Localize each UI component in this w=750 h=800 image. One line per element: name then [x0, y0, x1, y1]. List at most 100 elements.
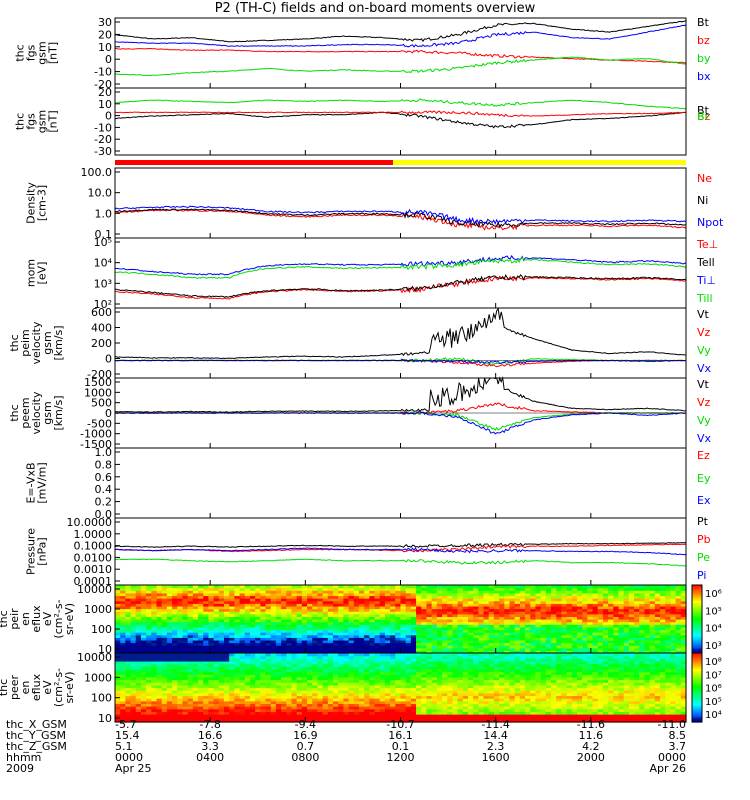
ephemeris-value: -5.7 [115, 718, 136, 731]
legend-entry: Vt [697, 378, 710, 391]
legend-entry: Vy [697, 414, 711, 427]
series-line-Te⊥ [114, 275, 687, 300]
ephemeris-value: -11.4 [481, 718, 509, 731]
series-line-Bt [114, 111, 687, 129]
ephemeris-row-label: 2009 [6, 762, 34, 775]
ephemeris-value: 14.4 [483, 729, 508, 742]
legend-entry: Vx [697, 362, 712, 375]
ephemeris-value: 1200 [387, 751, 415, 764]
legend-entry: Vz [697, 396, 711, 409]
series-line-Ni [114, 208, 687, 229]
ephemeris-value: 2.3 [487, 740, 505, 753]
legend-entry: Ey [697, 472, 711, 485]
series-line-Vt [114, 376, 687, 413]
y-tick-label: -10 [94, 121, 112, 134]
y-tick-label: 600 [91, 306, 112, 319]
legend-entry: Till [696, 292, 713, 305]
y-tick-label: 100.0 [81, 166, 113, 179]
y-tick-label: -30 [94, 145, 112, 158]
legend-entry: Pt [697, 515, 709, 528]
ephemeris-value: 0.1 [392, 740, 410, 753]
legend-entry: Ne [697, 172, 712, 185]
y-tick-label: 1000 [84, 671, 112, 684]
y-tick-label: 0.8 [95, 458, 113, 471]
series-line-Bz [115, 110, 687, 118]
y-tick-label: 500 [91, 397, 112, 410]
ephemeris-value: Apr 25 [115, 762, 152, 775]
legend-entry: Bt [697, 104, 710, 117]
y-tick-label: -1500 [80, 438, 112, 451]
y-tick-label: 0.2 [95, 496, 113, 509]
legend-entry: Vz [697, 326, 711, 339]
series-line-Bt [114, 20, 687, 43]
spectrogram [115, 653, 687, 723]
panel-5: Vt Vz Vy Vx 600 400 200 0 -200 thcpeimvelocitygsm… [8, 306, 712, 381]
panel-frame [114, 447, 687, 519]
legend-entry: Vy [697, 344, 711, 357]
plot-title: P2 (TH-C) fields and on-board moments ov… [214, 1, 536, 16]
ephemeris-value: 3.3 [201, 740, 219, 753]
ephemeris-value: 0400 [196, 751, 224, 764]
legend-entry: Ti⊥ [696, 274, 716, 287]
legend-entry: Ex [697, 494, 711, 507]
y-tick-label: 10⁴ [94, 257, 113, 270]
colorbar-tick-label: 10⁷ [705, 670, 722, 681]
colorbar-tick-label: 10⁴ [705, 710, 722, 721]
y-tick-label: 1.0 [95, 446, 113, 459]
ephemeris-value: 1600 [482, 751, 510, 764]
legend-entry: Ni [697, 194, 708, 207]
colorbar: 10⁸ 10⁷ 10⁶ 10⁵ 10⁴ [691, 652, 722, 723]
ephemeris-value: -9.4 [295, 718, 316, 731]
y-axis-label: thcpeemvelocitygsm[km/s] [8, 391, 65, 434]
ephemeris-value: 0000 [658, 751, 686, 764]
y-tick-label: 1500 [84, 376, 112, 389]
legend-entry: by [697, 52, 711, 65]
ephemeris-value: 16.9 [293, 729, 318, 742]
panel-9: 10⁶ 10⁵ 10⁴ 10³ 10000 1000 100 10 thcpeireneflux… [0, 583, 722, 656]
y-tick-label: 1000 [84, 386, 112, 399]
legend-entry: Npot [697, 216, 724, 229]
y-tick-label: 1.0000 [74, 528, 113, 541]
series-line-bz [115, 47, 687, 64]
legend-entry: Pe [697, 551, 710, 564]
y-tick-label: 10 [98, 712, 112, 725]
y-tick-label: 10⁵ [94, 236, 112, 249]
series-line-Tell [114, 273, 687, 298]
legend-entry: bz [697, 34, 710, 47]
ephemeris-value: 2000 [577, 751, 605, 764]
ephemeris-value: -10.7 [386, 718, 414, 731]
legend-entry: Pb [697, 533, 711, 546]
y-tick-label: -20 [94, 133, 112, 146]
y-tick-label: 1.0 [95, 207, 113, 220]
y-tick-label: -500 [87, 417, 112, 430]
colorbar: 10⁶ 10⁵ 10⁴ 10³ [691, 584, 722, 654]
legend-entry: Pi [697, 569, 706, 582]
y-tick-label: 30 [98, 16, 112, 29]
panel-frame [114, 17, 687, 89]
y-tick-label: -200 [87, 368, 112, 381]
y-tick-label: 0.1 [95, 228, 113, 241]
panel-frame [114, 87, 687, 156]
y-tick-label: 0 [105, 110, 112, 123]
colorbar-tick-label: 10⁶ [705, 589, 722, 600]
colorbar-tick-label: 10⁶ [705, 684, 722, 695]
y-tick-label: 10000 [77, 583, 112, 596]
ephemeris-value: 3.7 [669, 740, 687, 753]
y-axis-label: thcfgsgsm[nT] [14, 41, 60, 64]
series-line-Pi [114, 547, 687, 556]
y-tick-label: 10 [98, 98, 112, 111]
colorbar-tick-label: 10⁴ [705, 624, 722, 635]
series-line-Till [115, 257, 687, 279]
ephemeris-value: 0800 [291, 751, 319, 764]
y-axis-label: Pressure[nPa] [25, 528, 49, 575]
ephemeris-value: -11.0 [658, 718, 686, 731]
legend-entry: Br [697, 110, 710, 123]
ephemeris-row-label: hhmm [6, 751, 41, 764]
ephemeris-row-label: thc_Y_GSM [6, 729, 66, 742]
y-tick-label: 1000 [84, 603, 112, 616]
series-line-Ti⊥ [114, 254, 686, 276]
y-tick-label: 400 [91, 322, 112, 335]
